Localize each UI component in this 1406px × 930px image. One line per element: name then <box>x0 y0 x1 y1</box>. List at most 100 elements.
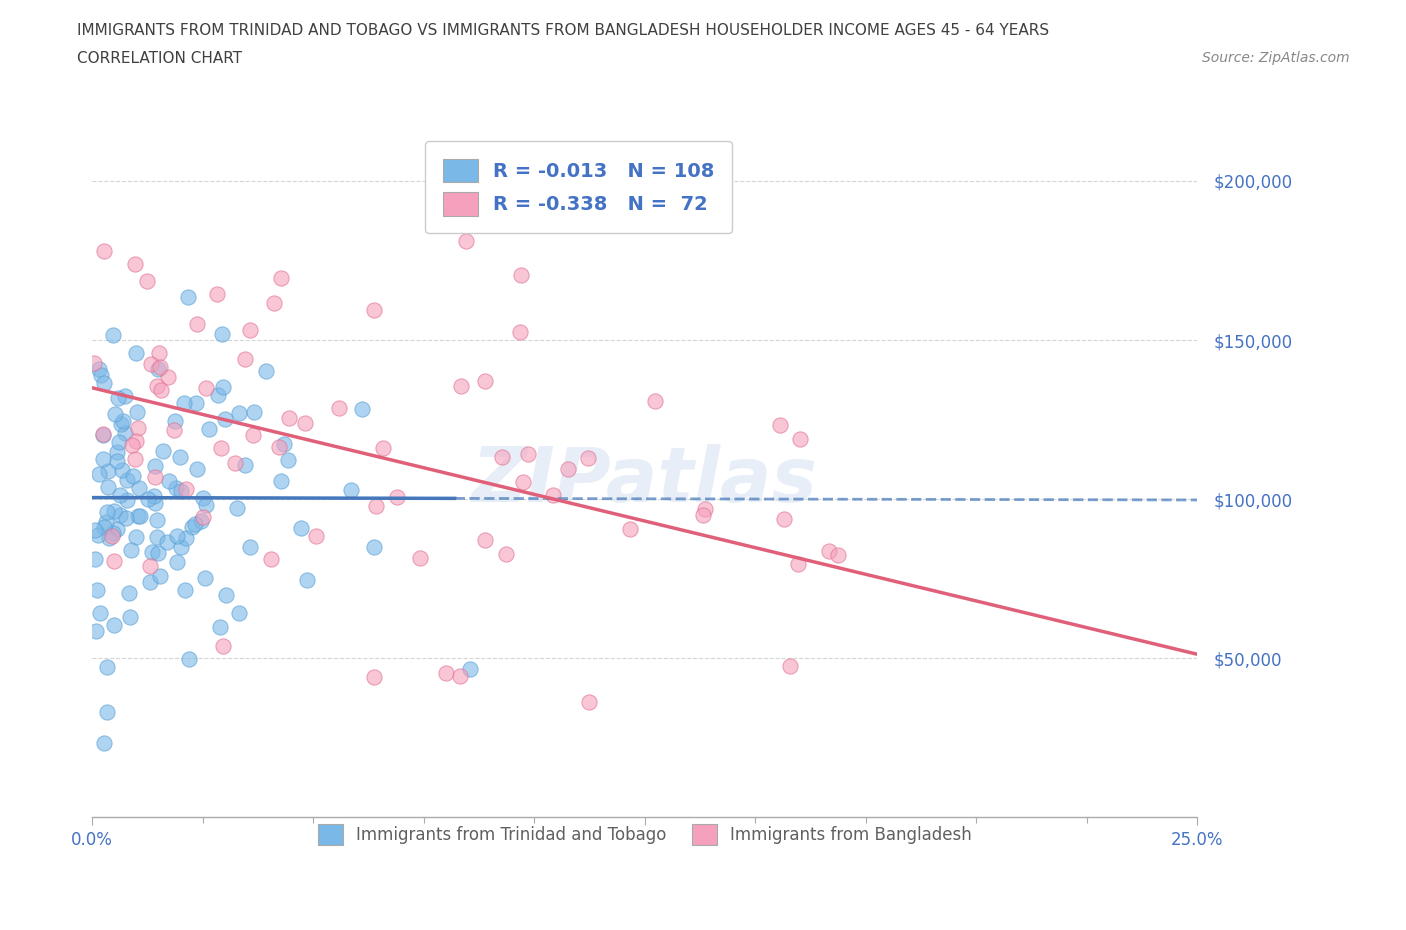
Point <box>209 619 232 634</box>
Point <box>449 668 471 683</box>
Point <box>89 362 111 377</box>
Point <box>177 289 200 304</box>
Point <box>434 665 457 680</box>
Point <box>340 483 363 498</box>
Point <box>148 360 170 375</box>
Point <box>186 316 208 331</box>
Point <box>152 444 174 458</box>
Point <box>211 326 233 341</box>
Point <box>239 539 262 554</box>
Point <box>105 522 128 537</box>
Point <box>510 268 533 283</box>
Point <box>97 479 120 494</box>
Point <box>194 570 217 585</box>
Point <box>215 587 238 602</box>
Point <box>108 435 131 450</box>
Point <box>233 458 256 472</box>
Point <box>644 393 666 408</box>
Point <box>619 522 641 537</box>
Point <box>773 512 796 526</box>
Point <box>366 499 388 514</box>
Point <box>86 583 108 598</box>
Point <box>512 474 534 489</box>
Point <box>103 618 125 632</box>
Point <box>124 452 146 467</box>
Point <box>557 462 579 477</box>
Point <box>125 405 148 419</box>
Point <box>225 500 247 515</box>
Point <box>290 521 312 536</box>
Point <box>166 529 188 544</box>
Point <box>827 547 849 562</box>
Point <box>157 474 180 489</box>
Point <box>239 322 262 337</box>
Point <box>474 533 496 548</box>
Point <box>90 367 112 382</box>
Point <box>235 352 257 366</box>
Point <box>149 568 172 583</box>
Point <box>194 498 217 512</box>
Point <box>491 450 513 465</box>
Point <box>228 405 250 420</box>
Point <box>125 433 148 448</box>
Point <box>103 327 125 342</box>
Point <box>91 426 114 441</box>
Point <box>97 530 120 545</box>
Point <box>295 572 318 587</box>
Point <box>84 624 107 639</box>
Point <box>115 493 138 508</box>
Point <box>143 458 166 473</box>
Point <box>104 406 127 421</box>
Point <box>214 411 236 426</box>
Point <box>124 257 146 272</box>
Point <box>693 502 716 517</box>
Point <box>371 440 394 455</box>
Point <box>87 466 110 481</box>
Point <box>181 520 204 535</box>
Point <box>198 421 221 436</box>
Point <box>148 362 170 377</box>
Point <box>100 528 122 543</box>
Point <box>578 695 600 710</box>
Point <box>96 705 118 720</box>
Point <box>458 661 481 676</box>
Point <box>273 437 295 452</box>
Point <box>139 356 162 371</box>
Point <box>543 487 565 502</box>
Point <box>184 395 207 410</box>
Point <box>141 544 163 559</box>
Point <box>138 575 160 590</box>
Point <box>146 513 169 528</box>
Point <box>789 432 811 446</box>
Point <box>170 539 193 554</box>
Point <box>174 582 197 597</box>
Point <box>83 551 105 566</box>
Point <box>91 428 114 443</box>
Point <box>163 422 186 437</box>
Point <box>114 425 136 440</box>
Point <box>186 462 208 477</box>
Point <box>83 523 105 538</box>
Point <box>129 509 152 524</box>
Point <box>242 405 264 419</box>
Point <box>146 529 169 544</box>
Point <box>169 449 191 464</box>
Point <box>242 428 264 443</box>
Point <box>769 418 792 432</box>
Point <box>121 438 143 453</box>
Point <box>111 414 134 429</box>
Point <box>136 491 159 506</box>
Point <box>179 651 201 666</box>
Point <box>93 736 115 751</box>
Point <box>108 487 131 502</box>
Point <box>93 520 115 535</box>
Point <box>108 507 131 522</box>
Text: CORRELATION CHART: CORRELATION CHART <box>77 51 242 66</box>
Point <box>135 274 157 289</box>
Point <box>174 531 197 546</box>
Point <box>91 451 114 466</box>
Point <box>207 286 229 301</box>
Point <box>294 416 316 431</box>
Point <box>127 420 149 435</box>
Point <box>363 302 385 317</box>
